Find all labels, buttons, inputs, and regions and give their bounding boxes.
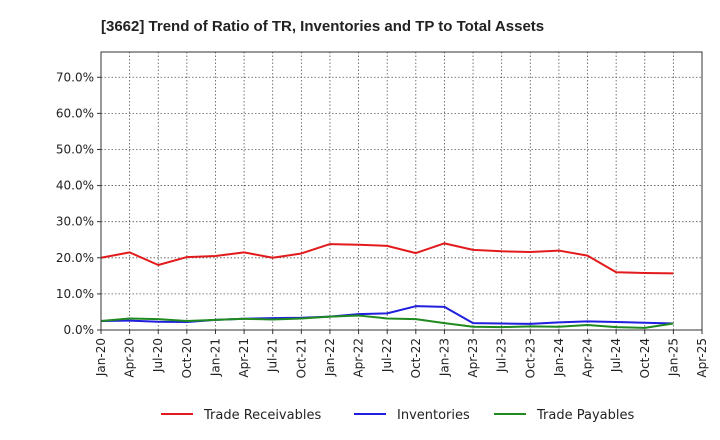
y-tick-label: 10.0%	[56, 287, 94, 301]
x-tick-label: Apr-23	[466, 338, 480, 378]
grid	[100, 52, 703, 331]
x-tick-label: Apr-21	[237, 338, 251, 378]
x-tick-label: Oct-23	[523, 338, 537, 378]
y-tick-label: 60.0%	[56, 106, 94, 120]
legend-label-trade-payables: Trade Payables	[536, 408, 634, 423]
x-tick-label: Jul-24	[609, 338, 623, 373]
y-tick-label: 70.0%	[56, 70, 94, 84]
x-tick-label: Jul-21	[266, 338, 280, 373]
x-tick-label: Jan-24	[552, 338, 566, 377]
x-tick-label: Oct-22	[409, 338, 423, 378]
y-tick-label: 20.0%	[56, 251, 94, 265]
y-tick-label: 40.0%	[56, 179, 94, 193]
x-tick-label: Apr-24	[581, 338, 595, 378]
y-tick-label: 50.0%	[56, 142, 94, 156]
x-tick-label: Jul-23	[495, 338, 509, 373]
plot-area-frame	[100, 51, 703, 331]
x-tick-label: Apr-20	[123, 338, 137, 378]
x-tick-label: Apr-25	[695, 338, 709, 378]
legend-label-inventories: Inventories	[397, 408, 470, 423]
x-tick-label: Oct-24	[638, 338, 652, 378]
x-tick-label: Jan-20	[94, 338, 108, 377]
series-line-trade-receivables	[100, 242, 674, 275]
legend: Trade Receivables Inventories Trade Payabl…	[161, 408, 634, 423]
y-tick-label: 0.0%	[64, 323, 95, 337]
x-tick-label: Jan-21	[208, 338, 222, 377]
axes: Jan-20 Apr-20 Jul-20 Oct-20 Jan-21 Apr-21 Jul-…	[56, 70, 709, 378]
x-tick-label: Jan-25	[666, 338, 680, 377]
series-lines	[100, 242, 674, 329]
x-tick-label: Jan-22	[323, 338, 337, 377]
series-line-trade-payables	[100, 314, 674, 329]
x-tick-label: Jul-20	[151, 338, 165, 373]
x-tick-label: Oct-21	[294, 338, 308, 378]
x-tick-label: Jul-22	[380, 338, 394, 373]
x-tick-label: Apr-22	[352, 338, 366, 378]
chart-title: [3662] Trend of Ratio of TR, Inventories…	[101, 18, 544, 35]
x-tick-label: Oct-20	[180, 338, 194, 378]
legend-label-trade-receivables: Trade Receivables	[203, 408, 321, 423]
y-tick-label: 30.0%	[56, 215, 94, 229]
x-tick-label: Jan-23	[437, 338, 451, 377]
